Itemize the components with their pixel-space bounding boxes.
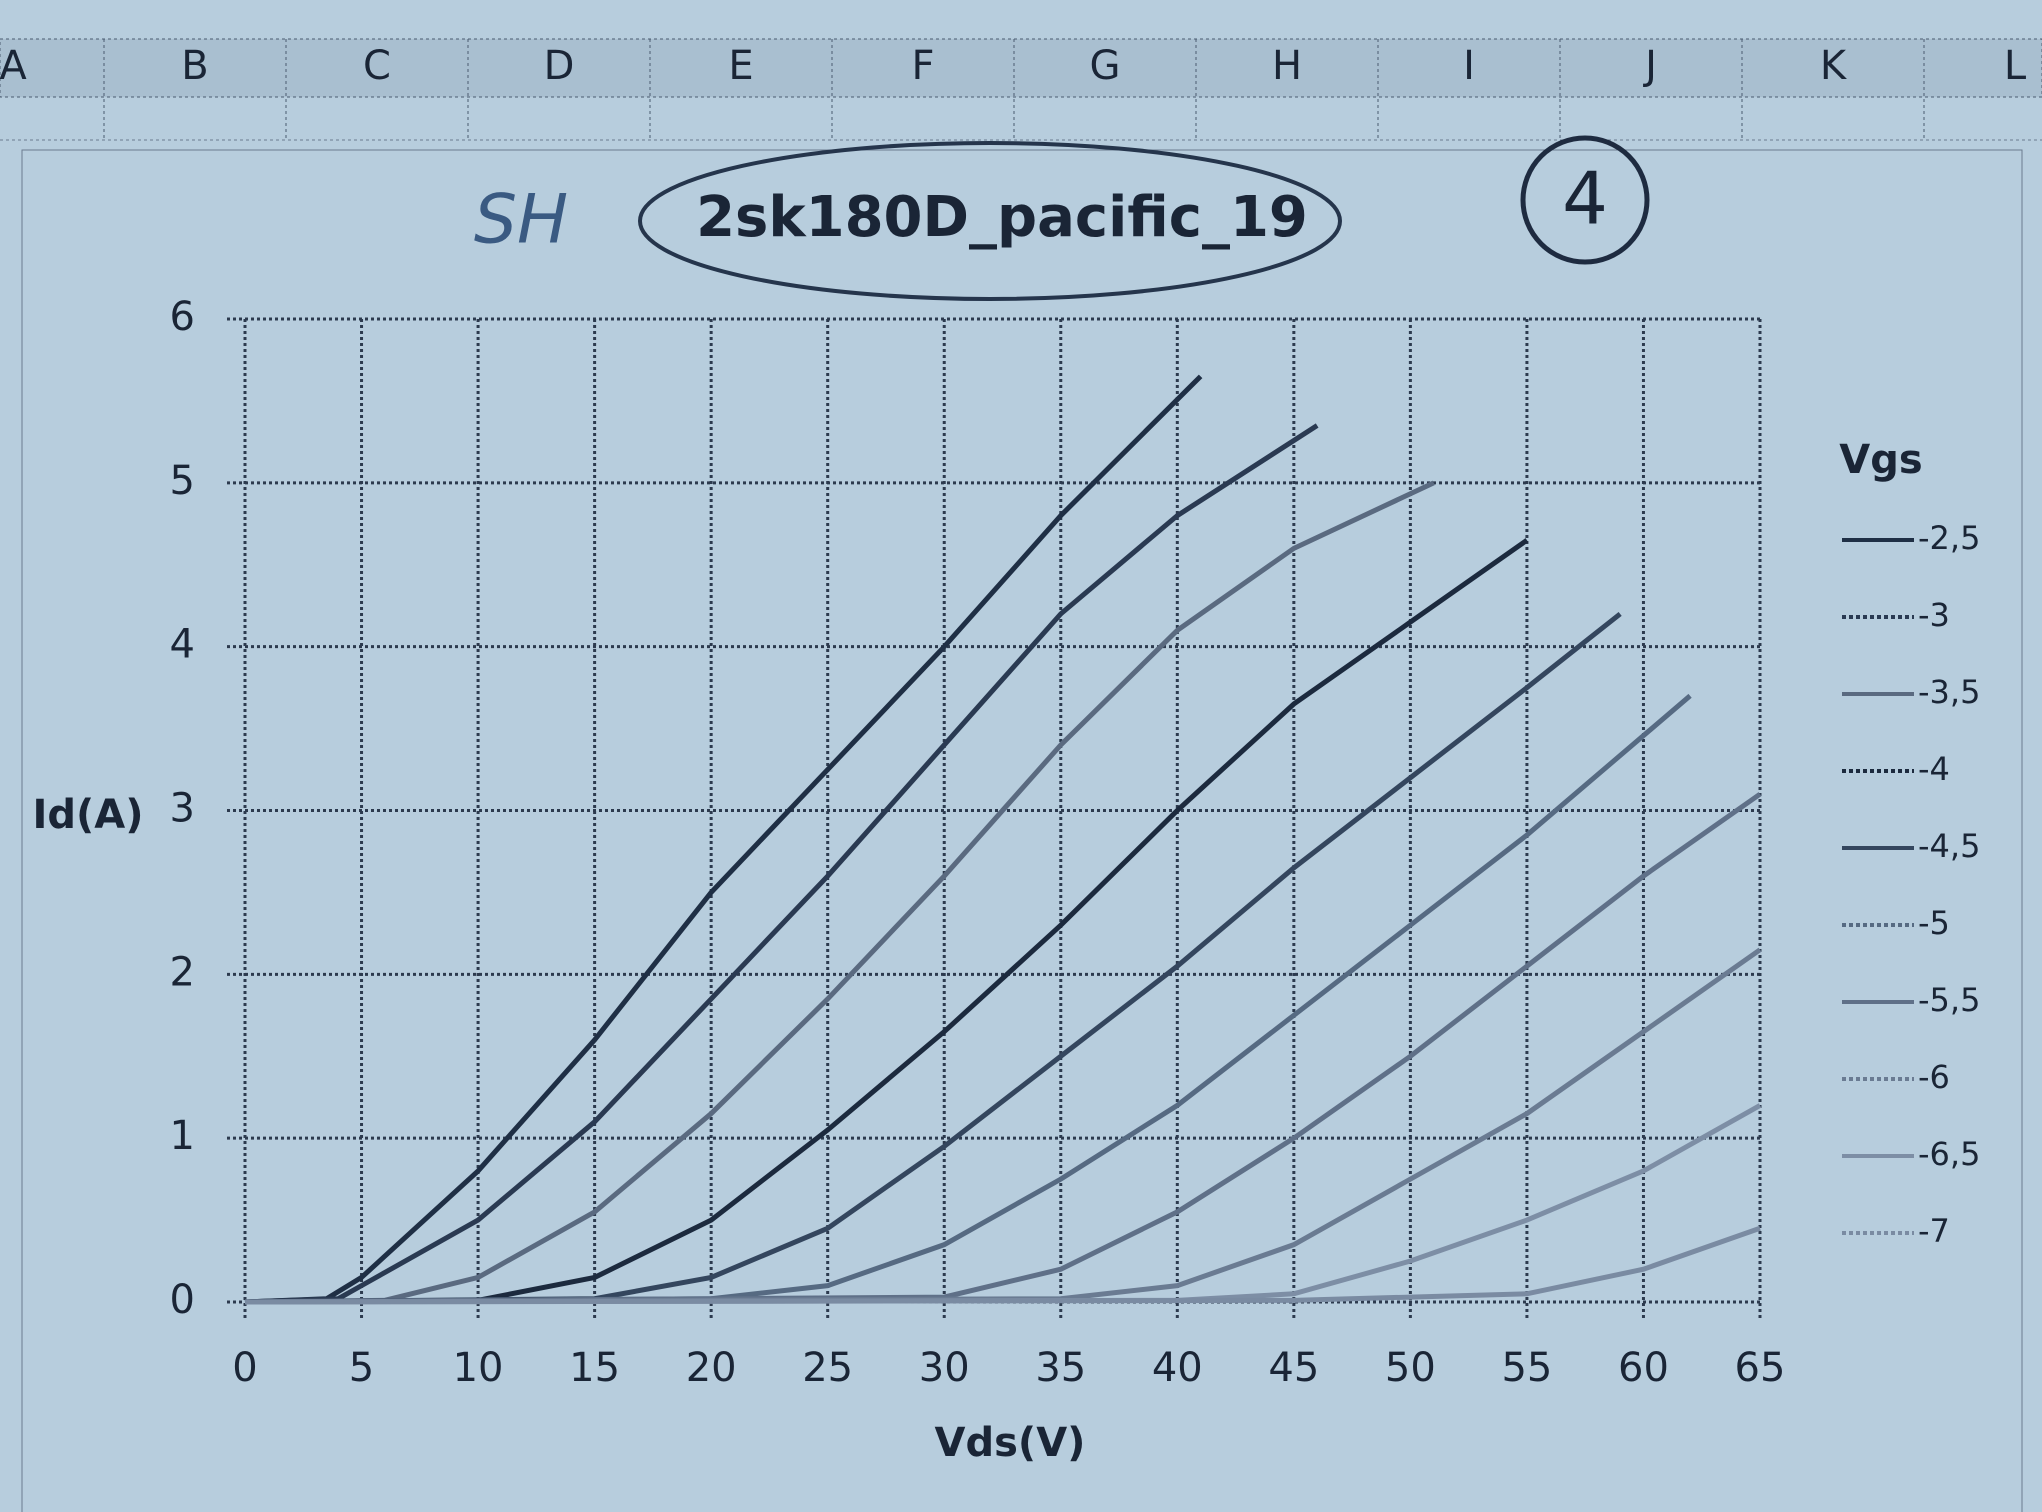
column-header: I [1463,43,1475,89]
x-axis-label: Vds(V) [935,1420,1086,1466]
column-header: A [0,43,27,89]
column-header: D [544,43,575,89]
column-header: F [911,43,934,89]
column-header: G [1090,43,1121,89]
legend-label: -5,5 [1918,981,1980,1019]
legend-label: -4,5 [1918,827,1980,865]
title-ellipse [638,141,1342,301]
x-tick-label: 10 [453,1345,504,1391]
column-header-bar [0,38,2042,98]
y-tick-label: 6 [170,294,195,340]
column-header: E [728,43,753,89]
x-tick-label: 5 [349,1345,374,1391]
x-tick-label: 25 [802,1345,853,1391]
series-line [244,1225,1761,1305]
series-line [244,693,1692,1305]
series-line [244,538,1529,1305]
column-header: B [181,43,208,89]
x-tick-label: 45 [1268,1345,1319,1391]
series-line [244,480,1435,1305]
series-line [244,611,1622,1305]
x-tick-label: 15 [569,1345,620,1391]
x-tick-label: 20 [686,1345,737,1391]
x-tick-label: 40 [1152,1345,1203,1391]
y-tick-label: 0 [170,1277,195,1323]
chart-title: 2sk180D_pacific_19 [696,185,1308,250]
series-line [244,423,1319,1305]
chart-frame [21,149,2023,1512]
x-tick-label: 30 [919,1345,970,1391]
legend-label: -4 [1918,750,1950,788]
legend-label: -2,5 [1918,519,1980,557]
y-tick-label: 3 [170,786,195,832]
x-tick-label: 35 [1035,1345,1086,1391]
column-header: C [363,43,391,89]
series-line [244,374,1203,1305]
column-header: J [1642,43,1657,89]
series-line [244,792,1762,1305]
legend-label: -3,5 [1918,673,1980,711]
legend-label: -7 [1918,1212,1950,1250]
y-tick-label: 2 [170,949,195,995]
legend-title: Vgs [1839,437,1922,483]
x-tick-label: 55 [1501,1345,1552,1391]
x-tick-label: 65 [1735,1345,1786,1391]
column-header: K [1820,43,1848,89]
series-line [244,947,1762,1305]
note-circle [1520,135,1650,265]
y-tick-label: 5 [170,458,195,504]
legend-label: -3 [1918,596,1950,634]
y-tick-label: 4 [170,622,195,668]
x-tick-label: 50 [1385,1345,1436,1391]
legend-label: -6 [1918,1058,1950,1096]
y-tick-label: 1 [170,1113,195,1159]
column-header: L [2004,43,2027,89]
handwritten-note: SH [474,181,568,260]
x-tick-label: 60 [1618,1345,1669,1391]
legend-label: -5 [1918,904,1950,942]
x-tick-label: 0 [232,1345,257,1391]
legend-label: -6,5 [1918,1135,1980,1173]
column-header: H [1272,43,1302,89]
y-axis-label: Id(A) [32,792,143,838]
handwritten-note: 4 [1562,157,1608,241]
